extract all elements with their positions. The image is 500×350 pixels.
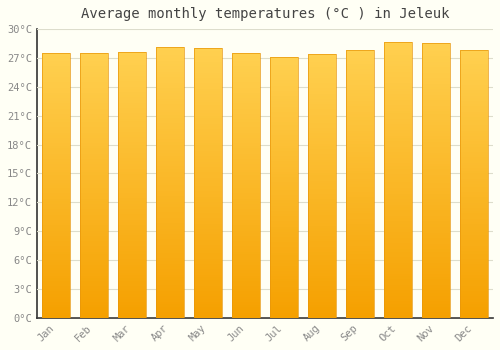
Title: Average monthly temperatures (°C ) in Jeleuk: Average monthly temperatures (°C ) in Je… [80,7,449,21]
